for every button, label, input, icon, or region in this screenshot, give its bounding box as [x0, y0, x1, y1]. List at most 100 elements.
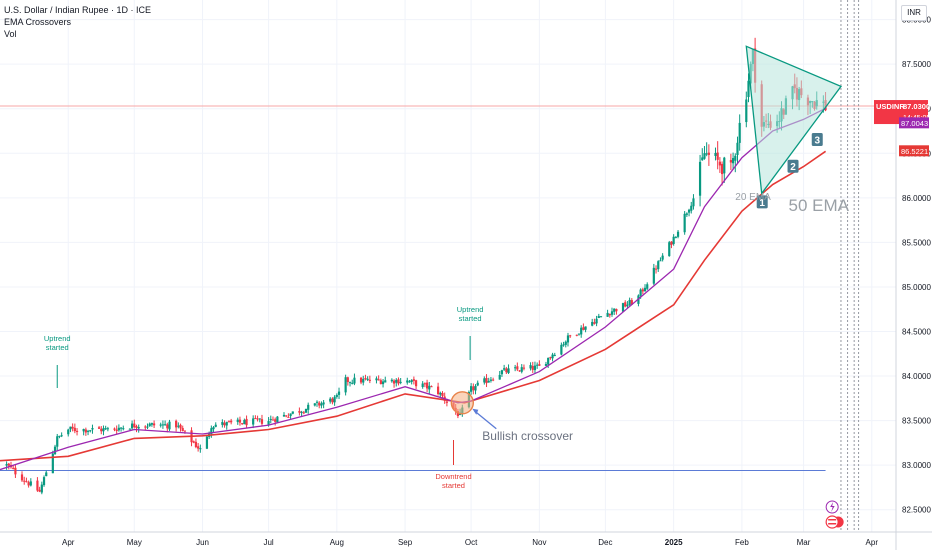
candle-up — [390, 379, 393, 382]
y-tick-label: 82.5000 — [902, 506, 931, 515]
candle-down — [364, 378, 367, 380]
candle-down — [230, 420, 233, 423]
candle-down — [23, 480, 26, 482]
candle-up — [291, 411, 294, 414]
candle-up — [408, 381, 411, 383]
candle-down — [197, 446, 200, 449]
indicator-volume[interactable]: Vol — [4, 29, 17, 39]
candle-down — [27, 482, 30, 486]
pattern-marker-label: 3 — [814, 135, 820, 146]
candle-up — [551, 354, 554, 359]
candle-up — [738, 122, 741, 143]
candle-up — [690, 205, 693, 211]
candle-down — [175, 420, 178, 428]
candle-up — [639, 289, 642, 296]
pattern-marker-label: 2 — [790, 162, 796, 173]
y-tick-label: 83.0000 — [902, 461, 931, 470]
candle-up — [51, 453, 54, 474]
candle-up — [252, 418, 255, 425]
candle-down — [73, 427, 76, 432]
candle-up — [159, 424, 162, 426]
candle-up — [698, 161, 702, 196]
candle-up — [703, 153, 706, 159]
candle-down — [135, 426, 138, 428]
candle-up — [104, 428, 107, 430]
candle-up — [421, 383, 424, 387]
candle-down — [274, 419, 277, 422]
candle-down — [318, 402, 321, 406]
candle-up — [267, 421, 270, 425]
ema-50-value: 86.5221 — [901, 147, 928, 156]
candle-down — [75, 430, 79, 432]
candle-up — [514, 367, 517, 369]
candle-down — [549, 357, 552, 359]
candle-down — [14, 467, 17, 475]
candle-up — [476, 382, 479, 386]
y-tick-label: 83.5000 — [902, 417, 931, 426]
pattern-marker-3 — [811, 132, 823, 146]
candle-up — [300, 411, 303, 413]
ema-20-price-label — [899, 117, 929, 129]
candle-up — [683, 213, 686, 233]
candle-up — [117, 427, 120, 431]
candle-up — [307, 404, 310, 410]
candle-up — [177, 425, 180, 427]
candle-up — [164, 424, 167, 426]
candle-up — [384, 380, 387, 383]
annotation-downtrend-started: Downtrend started — [435, 472, 471, 490]
candle-down — [615, 308, 618, 312]
pattern-marker-2 — [787, 159, 799, 173]
candle-up — [747, 80, 750, 98]
candle-down — [445, 401, 448, 403]
candle-up — [69, 426, 72, 430]
candle-up — [381, 381, 385, 385]
candle-up — [212, 427, 215, 430]
candle-down — [379, 380, 382, 385]
candle-down — [181, 428, 184, 432]
chart-legend: U.S. Dollar / Indian Rupee · 1D · ICE EM… — [4, 4, 151, 40]
pattern-marker-1 — [756, 195, 768, 209]
candle-up — [544, 364, 548, 366]
candle-up — [562, 344, 565, 346]
candle-down — [238, 419, 242, 423]
candle-up — [53, 446, 57, 455]
candle-down — [285, 415, 288, 417]
candle-up — [529, 365, 532, 369]
candle-down — [256, 418, 259, 420]
candle-down — [654, 268, 658, 270]
candle-down — [115, 429, 118, 432]
candle-up — [410, 379, 413, 382]
candle-up — [674, 236, 677, 238]
candle-up — [148, 423, 151, 427]
candle-down — [608, 313, 611, 316]
candle-down — [423, 383, 426, 385]
symmetrical-triangle — [745, 45, 843, 196]
candle-up — [351, 382, 354, 384]
currency-badge[interactable]: INR — [901, 5, 927, 21]
candle-up — [745, 99, 748, 123]
candle-up — [483, 378, 486, 383]
candle-up — [210, 428, 213, 434]
candle-down — [12, 467, 15, 469]
candle-up — [269, 418, 272, 420]
y-tick-label: 86.0000 — [902, 194, 931, 203]
ema-50-price-label — [899, 145, 929, 157]
us-flag-icon[interactable] — [825, 515, 839, 529]
x-tick-label: Aug — [330, 538, 344, 547]
candle-up — [60, 435, 63, 437]
y-tick-label: 84.5000 — [902, 327, 931, 336]
indicator-ema-crossovers[interactable]: EMA Crossovers — [4, 17, 72, 27]
x-tick-label: May — [127, 538, 142, 547]
candle-up — [676, 231, 680, 237]
candle-up — [119, 427, 123, 429]
symbol-title[interactable]: U.S. Dollar / Indian Rupee · 1D · ICE — [4, 5, 152, 15]
candle-down — [630, 300, 633, 305]
candle-up — [736, 142, 739, 156]
x-tick-label: Feb — [735, 538, 749, 547]
candle-down — [331, 398, 334, 403]
y-tick-label: 84.0000 — [902, 372, 931, 381]
grid — [0, 0, 896, 532]
candle-up — [225, 421, 228, 426]
